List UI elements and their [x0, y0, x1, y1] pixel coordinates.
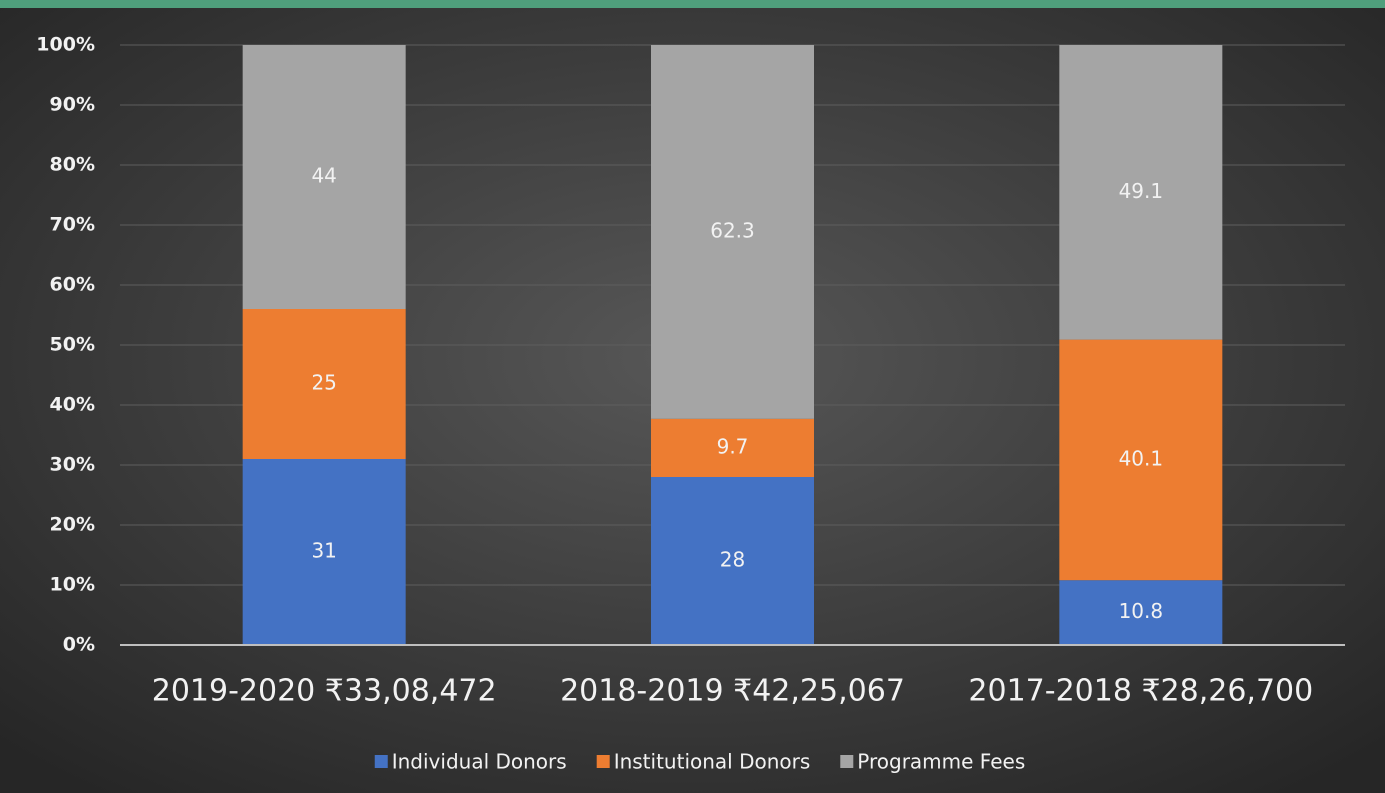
y-tick-label: 40% [50, 394, 95, 416]
data-label: 28 [720, 548, 745, 572]
data-label: 49.1 [1119, 179, 1164, 203]
data-label: 25 [311, 371, 336, 395]
y-tick-label: 80% [50, 154, 95, 176]
y-tick-label: 0% [63, 634, 95, 656]
x-tick-label: 2019-2020 ₹33,08,472 [152, 674, 497, 709]
y-tick-label: 70% [50, 214, 95, 236]
legend-swatch [374, 755, 388, 768]
x-tick-label: 2018-2019 ₹42,25,067 [560, 674, 905, 709]
y-tick-label: 90% [50, 94, 95, 116]
top-strip [0, 0, 1385, 8]
data-label: 62.3 [710, 218, 755, 242]
bar-segment [242, 309, 406, 459]
bar-segment [651, 45, 814, 419]
y-tick-label: 20% [50, 514, 95, 536]
y-tick-label: 50% [50, 334, 95, 356]
y-tick-label: 10% [50, 574, 95, 596]
legend-swatch [596, 755, 610, 768]
bar-segment [651, 418, 814, 477]
bar-segment [1059, 45, 1223, 340]
data-label: 44 [311, 164, 336, 188]
bar-segment [242, 45, 406, 309]
legend-label: Institutional Donors [614, 750, 811, 774]
y-tick-label: 30% [50, 454, 95, 476]
bar-segment [651, 477, 814, 645]
legend-label: Individual Donors [392, 750, 567, 774]
y-tick-label: 100% [36, 34, 95, 56]
data-label: 9.7 [717, 434, 749, 458]
bar-segment [242, 459, 406, 645]
data-label: 40.1 [1119, 446, 1164, 470]
x-tick-label: 2017-2018 ₹28,26,700 [968, 674, 1313, 709]
data-label: 10.8 [1119, 599, 1164, 623]
bar-segment [1059, 580, 1223, 645]
y-tick-label: 60% [50, 274, 95, 296]
data-label: 31 [311, 539, 336, 563]
legend-swatch [840, 755, 854, 768]
legend-label: Programme Fees [857, 750, 1025, 774]
bar-segment [1059, 339, 1223, 581]
